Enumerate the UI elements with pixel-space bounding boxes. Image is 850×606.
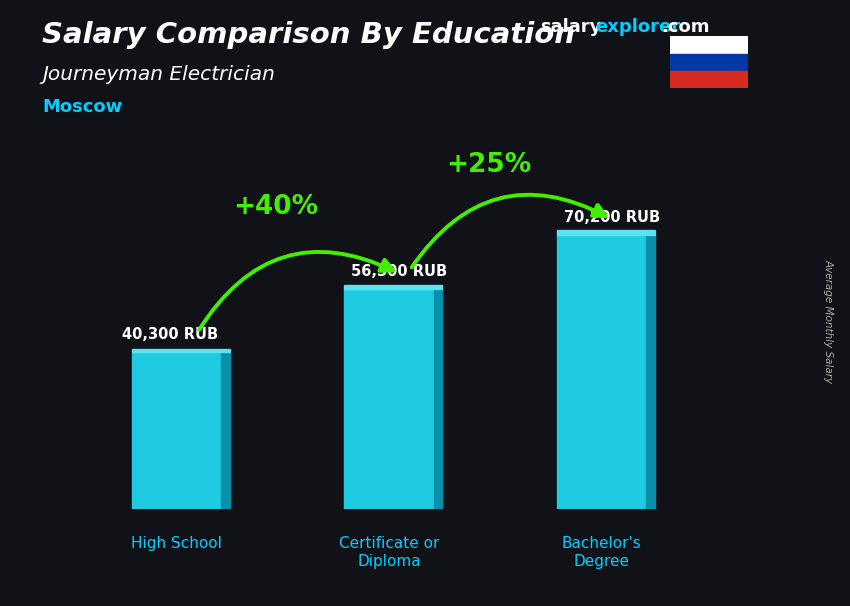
- Text: Certificate or
Diploma: Certificate or Diploma: [338, 536, 439, 569]
- Bar: [646, 235, 654, 509]
- FancyArrowPatch shape: [199, 252, 393, 330]
- Text: High School: High School: [131, 536, 222, 551]
- FancyArrowPatch shape: [411, 195, 606, 267]
- Text: explorer: explorer: [595, 18, 680, 36]
- Text: 40,300 RUB: 40,300 RUB: [122, 327, 218, 342]
- Bar: [221, 351, 230, 509]
- Text: salary: salary: [540, 18, 601, 36]
- Bar: [434, 289, 442, 509]
- Bar: [557, 230, 654, 235]
- Bar: [557, 235, 646, 509]
- Bar: [132, 349, 230, 351]
- Text: Moscow: Moscow: [42, 98, 122, 116]
- Text: Salary Comparison By Education: Salary Comparison By Education: [42, 21, 575, 49]
- Bar: [344, 289, 434, 509]
- Text: Bachelor's
Degree: Bachelor's Degree: [562, 536, 641, 569]
- Bar: [670, 71, 748, 88]
- Text: Journeyman Electrician: Journeyman Electrician: [42, 65, 275, 84]
- Text: +40%: +40%: [234, 194, 319, 220]
- Bar: [132, 351, 221, 509]
- Text: Average Monthly Salary: Average Monthly Salary: [824, 259, 834, 383]
- Text: .com: .com: [661, 18, 710, 36]
- Bar: [670, 36, 748, 53]
- Text: 56,300 RUB: 56,300 RUB: [351, 264, 448, 279]
- Bar: [670, 53, 748, 71]
- Text: 70,200 RUB: 70,200 RUB: [564, 210, 660, 225]
- Text: +25%: +25%: [446, 152, 531, 178]
- Bar: [344, 285, 443, 289]
